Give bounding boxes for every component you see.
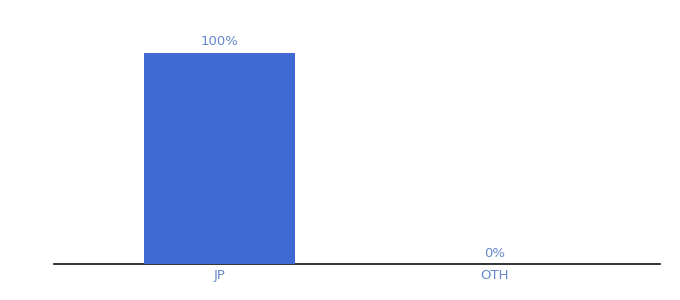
Text: 0%: 0% [484, 247, 505, 260]
Bar [143, 53, 295, 264]
Text: 100%: 100% [201, 35, 239, 49]
